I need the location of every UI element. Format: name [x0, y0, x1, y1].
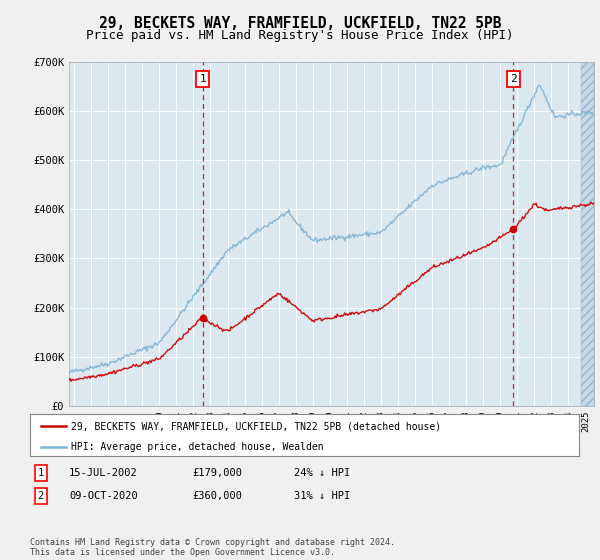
Text: Price paid vs. HM Land Registry's House Price Index (HPI): Price paid vs. HM Land Registry's House … — [86, 29, 514, 42]
Text: 1: 1 — [199, 74, 206, 84]
Text: HPI: Average price, detached house, Wealden: HPI: Average price, detached house, Weal… — [71, 442, 324, 452]
Text: 29, BECKETS WAY, FRAMFIELD, UCKFIELD, TN22 5PB (detached house): 29, BECKETS WAY, FRAMFIELD, UCKFIELD, TN… — [71, 421, 442, 431]
Text: 2: 2 — [38, 491, 44, 501]
Text: 1: 1 — [38, 468, 44, 478]
Bar — [581, 62, 594, 406]
Text: 24% ↓ HPI: 24% ↓ HPI — [294, 468, 350, 478]
Text: 29, BECKETS WAY, FRAMFIELD, UCKFIELD, TN22 5PB: 29, BECKETS WAY, FRAMFIELD, UCKFIELD, TN… — [99, 16, 501, 31]
Text: 09-OCT-2020: 09-OCT-2020 — [69, 491, 138, 501]
Text: £179,000: £179,000 — [192, 468, 242, 478]
Text: £360,000: £360,000 — [192, 491, 242, 501]
Text: 31% ↓ HPI: 31% ↓ HPI — [294, 491, 350, 501]
Text: 2: 2 — [510, 74, 517, 84]
Text: 15-JUL-2002: 15-JUL-2002 — [69, 468, 138, 478]
Text: Contains HM Land Registry data © Crown copyright and database right 2024.
This d: Contains HM Land Registry data © Crown c… — [30, 538, 395, 557]
Bar — [581, 62, 594, 406]
